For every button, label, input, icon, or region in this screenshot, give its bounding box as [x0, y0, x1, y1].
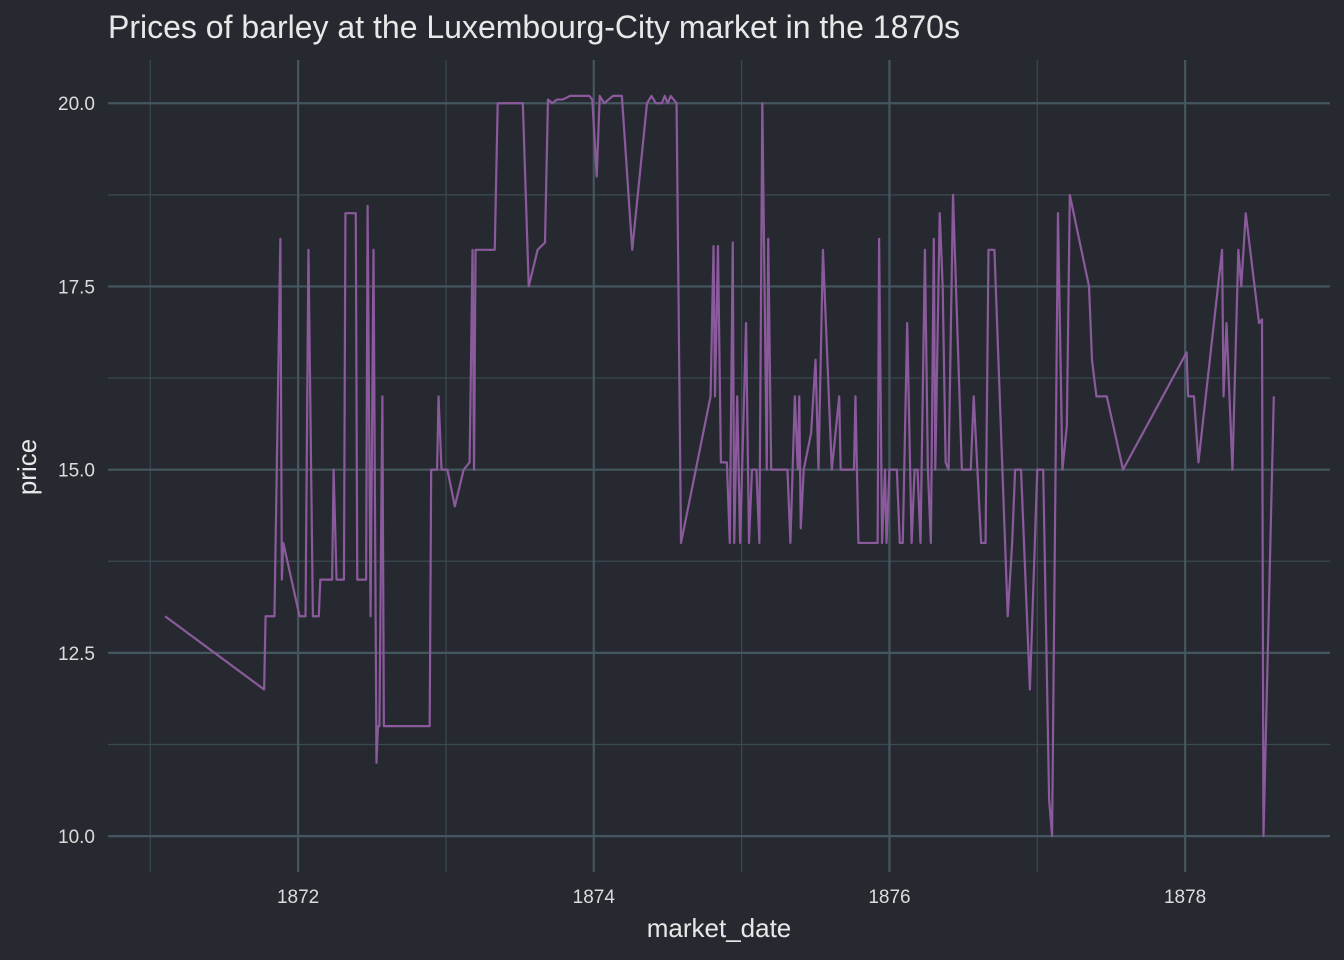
y-tick-label: 10.0 — [58, 827, 95, 848]
chart-title: Prices of barley at the Luxembourg-City … — [108, 9, 960, 45]
y-tick-label: 12.5 — [58, 644, 95, 665]
price-line — [164, 94, 1275, 838]
y-axis-title: price — [12, 439, 42, 495]
x-axis-title: market_date — [647, 913, 792, 943]
y-tick-label: 20.0 — [58, 94, 95, 115]
x-tick-label: 1876 — [868, 887, 910, 908]
x-tick-label: 1878 — [1164, 887, 1206, 908]
y-tick-label: 17.5 — [58, 277, 95, 298]
x-tick-label: 1874 — [573, 887, 616, 908]
x-tick-label: 1872 — [277, 887, 319, 908]
y-tick-label: 15.0 — [58, 461, 95, 482]
